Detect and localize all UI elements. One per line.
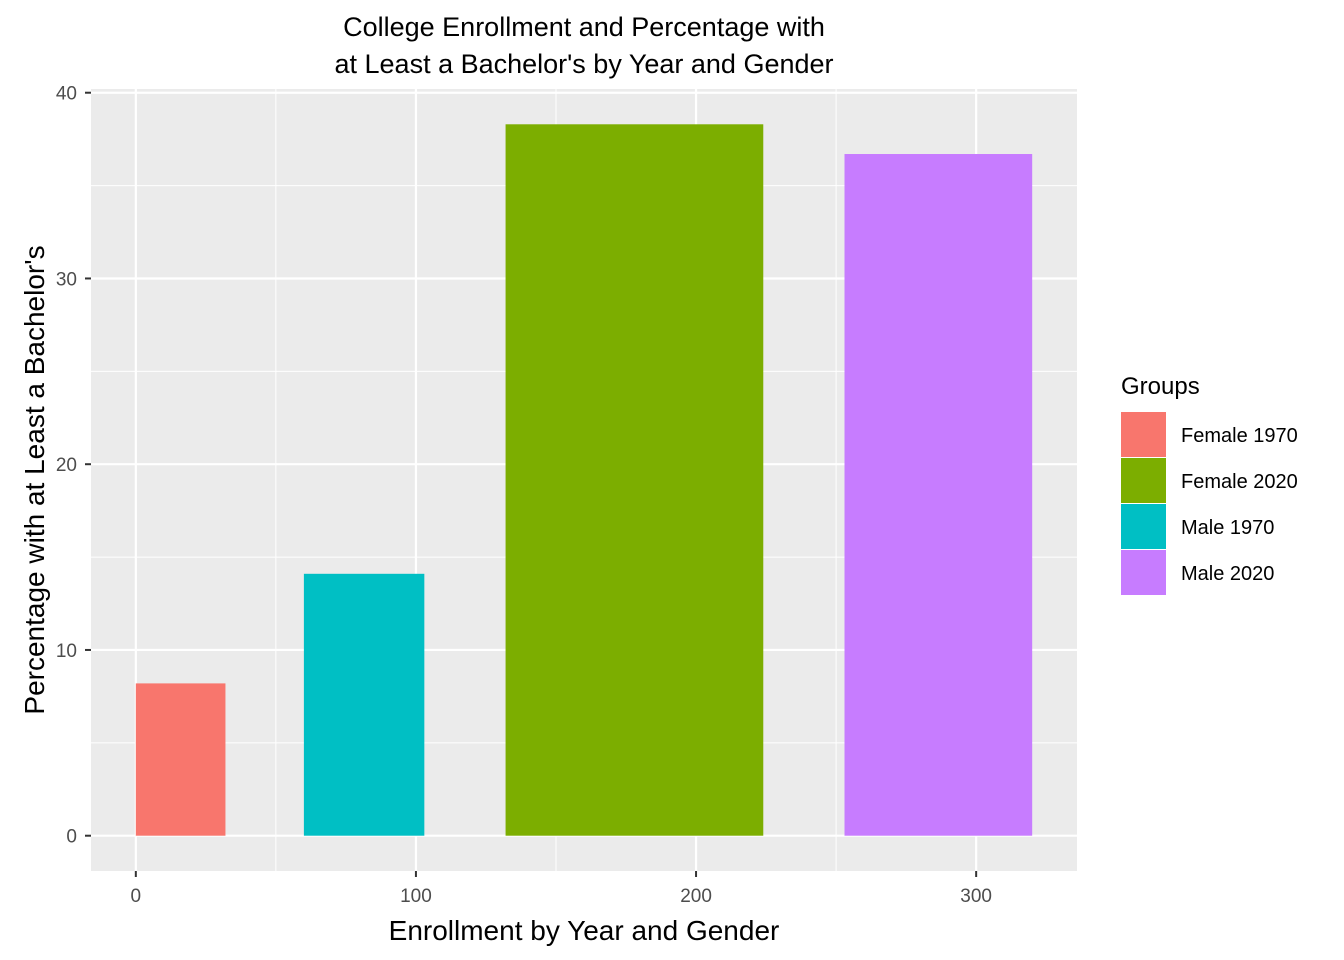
legend: Groups Female 1970 Female 2020 Male 1970 Ma…: [1121, 373, 1298, 595]
y-tick-label: 40: [56, 84, 77, 105]
legend-swatch-male-2020: [1121, 550, 1166, 595]
legend-swatch-male-1970: [1121, 504, 1166, 549]
y-axis-title: Percentage with at Least a Bachelor's: [19, 245, 50, 714]
legend-swatch-female-2020: [1121, 458, 1166, 503]
chart-title-line-1: College Enrollment and Percentage with: [343, 12, 825, 42]
y-tick-label: 20: [56, 455, 77, 476]
legend-label: Male 1970: [1181, 517, 1274, 539]
legend-title: Groups: [1121, 373, 1200, 400]
bar-female-1970: [135, 683, 226, 836]
x-tick-label: 300: [960, 886, 992, 907]
legend-swatch-female-1970: [1121, 412, 1166, 457]
x-tick-label: 100: [400, 886, 432, 907]
y-tick-label: 0: [66, 827, 77, 848]
bar-female-2020: [505, 124, 764, 836]
legend-label: Female 1970: [1181, 425, 1298, 447]
chart-title-line-2: at Least a Bachelor's by Year and Gender: [335, 49, 834, 79]
bar-male-2020: [844, 154, 1033, 836]
y-tick-label: 30: [56, 269, 77, 290]
x-axis-ticks: 0 100 200 300: [131, 871, 992, 907]
x-axis-title: Enrollment by Year and Gender: [389, 915, 780, 946]
bars: [135, 124, 1033, 836]
legend-label: Female 2020: [1181, 471, 1298, 493]
y-tick-label: 10: [56, 641, 77, 662]
bar-male-1970: [303, 573, 425, 836]
y-axis-ticks: 0 10 20 30 40: [56, 84, 91, 848]
x-tick-label: 0: [131, 886, 142, 907]
x-tick-label: 200: [680, 886, 712, 907]
legend-label: Male 2020: [1181, 563, 1274, 585]
